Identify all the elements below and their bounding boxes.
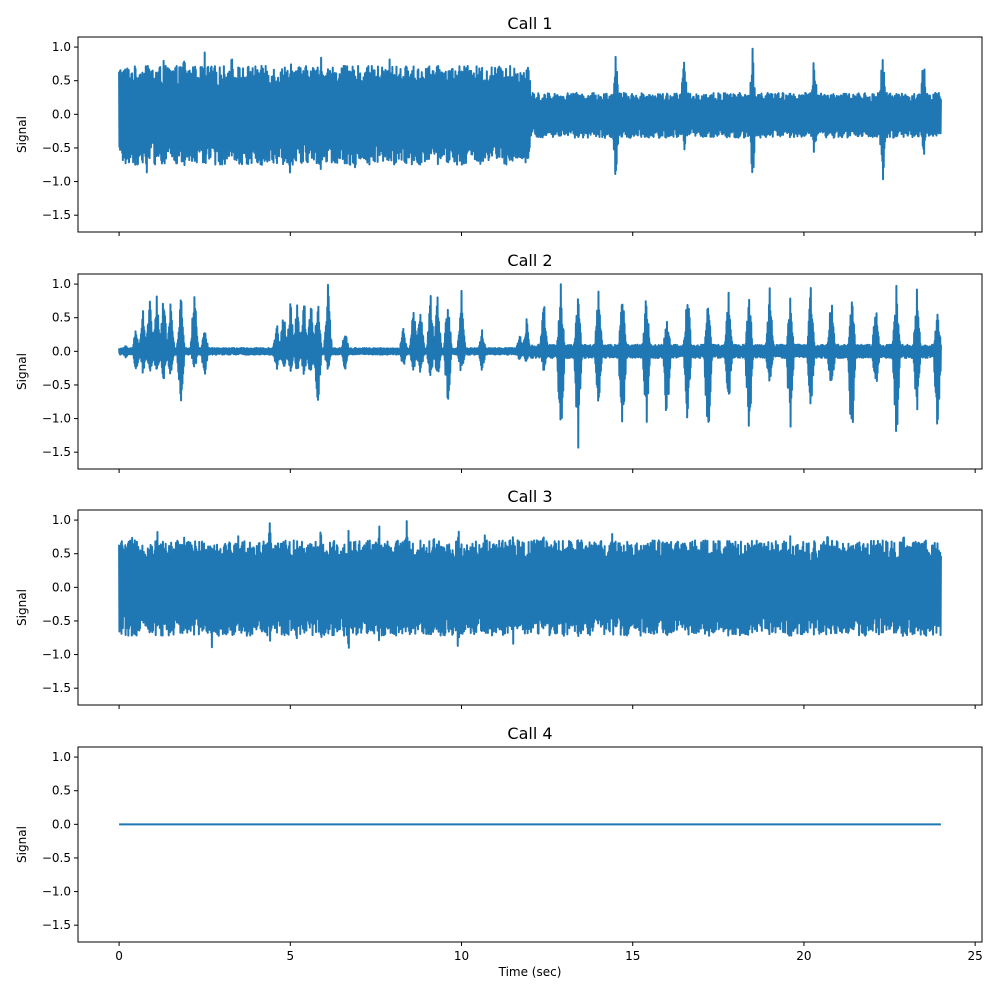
y-tick-label: 0.0	[52, 107, 71, 121]
y-tick-label: 1.0	[52, 750, 71, 764]
signal-trace	[118, 520, 942, 649]
x-axis-label: Time (sec)	[498, 965, 562, 979]
subplot-1: Call 1 Signal 1.0 0.5 0.0 −0.5 −1.0 −1.5	[15, 14, 983, 236]
y-axis-label: Signal	[15, 353, 29, 390]
y-tick-label: 0.5	[52, 74, 71, 88]
y-tick-label: 0.5	[52, 784, 71, 798]
y-tick-label: −0.5	[42, 614, 71, 628]
y-tick-label: −1.0	[42, 175, 71, 189]
x-tick-label: 0	[115, 949, 123, 963]
y-tick-label: 0.0	[52, 344, 71, 358]
y-tick-label: 0.0	[52, 580, 71, 594]
y-axis-label: Signal	[15, 116, 29, 153]
y-tick-label: −0.5	[42, 378, 71, 392]
signal-trace	[118, 283, 942, 449]
axes-frame	[77, 509, 983, 706]
y-tick-label: −1.0	[42, 412, 71, 426]
y-tick-label: −1.0	[42, 885, 71, 899]
y-tick-label: 0.5	[52, 547, 71, 561]
axes-frame	[77, 36, 983, 233]
subplot-4: Call 4 Signal 1.0 0.5 0.0 −0.5 −1.0 −1.5 0 5 10 15 2…	[15, 724, 983, 979]
y-tick-label: −1.5	[42, 918, 71, 932]
y-tick-label: 0.0	[52, 817, 71, 831]
signal-trace	[118, 47, 942, 181]
x-tick-label: 20	[796, 949, 811, 963]
subplot-title: Call 4	[507, 724, 552, 743]
y-tick-label: 1.0	[52, 513, 71, 527]
y-tick-label: −0.5	[42, 851, 71, 865]
x-tick-label: 5	[286, 949, 294, 963]
subplot-title: Call 3	[507, 487, 552, 506]
y-tick-label: −1.5	[42, 208, 71, 222]
axes-frame	[77, 746, 983, 943]
subplot-title: Call 1	[507, 14, 552, 33]
subplot-title: Call 2	[507, 251, 552, 270]
y-tick-label: −0.5	[42, 141, 71, 155]
axes-frame	[77, 273, 983, 470]
y-tick-label: 1.0	[52, 277, 71, 291]
y-tick-label: −1.5	[42, 681, 71, 695]
y-tick-label: 0.5	[52, 311, 71, 325]
y-axis-label: Signal	[15, 826, 29, 863]
y-axis-label: Signal	[15, 589, 29, 626]
x-tick-label: 15	[625, 949, 640, 963]
subplot-2: Call 2 Signal 1.0 0.5 0.0 −0.5 −1.0 −1.5	[15, 251, 983, 473]
subplot-3: Call 3 Signal 1.0 0.5 0.0 −0.5 −1.0 −1.5	[15, 487, 983, 709]
x-tick-label: 10	[454, 949, 469, 963]
y-tick-label: −1.0	[42, 648, 71, 662]
y-tick-label: −1.5	[42, 445, 71, 459]
y-tick-label: 1.0	[52, 40, 71, 54]
x-tick-label: 25	[968, 949, 983, 963]
